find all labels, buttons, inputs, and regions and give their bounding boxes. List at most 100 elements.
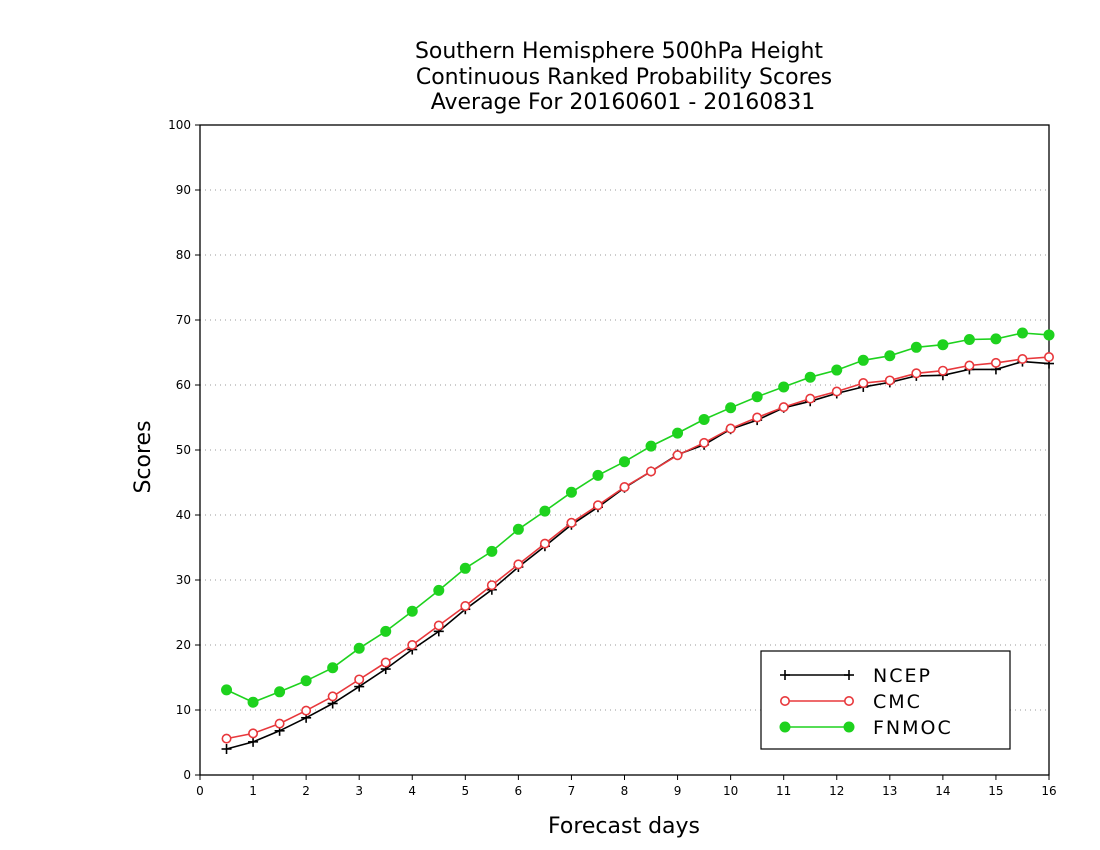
data-point-cmc — [407, 639, 418, 650]
data-point-ncep — [221, 744, 232, 754]
y-tick-label: 0 — [183, 768, 191, 782]
data-point-cmc — [486, 580, 497, 591]
data-point-cmc — [1044, 352, 1055, 363]
data-point-fnmoc — [990, 333, 1002, 345]
legend-entry-ncep: NCEP — [780, 665, 930, 687]
legend-box — [760, 650, 1011, 750]
y-tick-label: 50 — [176, 443, 191, 457]
data-point-fnmoc — [221, 684, 233, 696]
legend-label-fnmoc: FNMOC — [873, 717, 953, 739]
data-point-fnmoc — [300, 675, 312, 687]
x-tick-label: 15 — [988, 784, 1003, 798]
data-point-fnmoc — [751, 391, 763, 403]
chart-title-line-2: Continuous Ranked Probability Scores — [416, 65, 832, 90]
data-point-fnmoc — [963, 334, 975, 345]
data-point-fnmoc — [539, 505, 551, 517]
y-tick-label: 80 — [176, 248, 191, 262]
data-point-cmc — [433, 620, 444, 631]
data-point-fnmoc — [274, 686, 286, 698]
data-point-cmc — [354, 674, 365, 685]
data-point-cmc — [380, 657, 391, 668]
data-point-cmc — [592, 500, 603, 511]
data-point-fnmoc — [353, 642, 365, 654]
data-point-cmc — [221, 733, 232, 744]
x-tick-label: 6 — [515, 784, 523, 798]
y-tick-label: 20 — [176, 638, 191, 652]
x-tick-label: 4 — [408, 784, 416, 798]
x-tick-label: 12 — [829, 784, 844, 798]
legend-entry-fnmoc: FNMOC — [779, 717, 953, 739]
data-point-fnmoc — [725, 402, 737, 414]
x-tick-label: 1 — [249, 784, 257, 798]
data-point-fnmoc — [486, 545, 498, 557]
data-point-cmc — [990, 357, 1001, 368]
data-point-cmc — [301, 705, 312, 716]
y-tick-label: 60 — [176, 378, 191, 392]
legend-marker-cmc — [843, 695, 854, 706]
x-tick-label: 7 — [568, 784, 576, 798]
data-point-ncep — [248, 736, 259, 747]
data-point-fnmoc — [937, 339, 949, 351]
data-point-cmc — [831, 386, 842, 397]
data-point-cmc — [1017, 353, 1028, 364]
legend-marker-cmc — [779, 695, 790, 706]
legend-entry-cmc: CMC — [779, 691, 920, 713]
x-tick-label: 3 — [355, 784, 363, 798]
data-point-cmc — [619, 482, 630, 493]
chart-title-line-3: Average For 20160601 - 20160831 — [431, 90, 816, 115]
data-point-fnmoc — [433, 584, 445, 596]
x-tick-label: 13 — [882, 784, 897, 798]
x-tick-label: 16 — [1041, 784, 1056, 798]
data-point-fnmoc — [327, 662, 339, 674]
legend-marker-fnmoc — [843, 721, 855, 733]
x-tick-label: 0 — [196, 784, 204, 798]
data-point-fnmoc — [459, 562, 471, 574]
x-tick-label: 14 — [935, 784, 950, 798]
data-point-fnmoc — [512, 523, 524, 535]
legend-marker-fnmoc — [779, 721, 791, 733]
y-tick-label: 70 — [176, 313, 191, 327]
grid-lines — [200, 189, 1049, 711]
x-tick-label: 9 — [674, 784, 682, 798]
x-tick-label: 8 — [621, 784, 629, 798]
data-point-fnmoc — [672, 427, 684, 439]
data-point-fnmoc — [380, 625, 392, 637]
data-point-cmc — [566, 517, 577, 528]
legend-marker-ncep — [844, 670, 854, 680]
data-point-cmc — [646, 466, 657, 477]
data-point-cmc — [937, 365, 948, 376]
data-point-cmc — [805, 393, 816, 404]
data-point-fnmoc — [247, 696, 259, 708]
data-point-cmc — [884, 375, 895, 386]
data-point-cmc — [752, 412, 763, 423]
chart-title-line-1: Southern Hemisphere 500hPa Height — [415, 39, 823, 64]
legend: NCEP CMC FNMOC — [760, 650, 1011, 750]
y-tick-label: 10 — [176, 703, 191, 717]
data-point-fnmoc — [645, 440, 657, 452]
data-point-fnmoc — [619, 456, 630, 468]
series-line-fnmoc — [226, 332, 1050, 704]
legend-marker-ncep — [780, 670, 790, 680]
series-fnmoc — [221, 327, 1055, 708]
y-tick-label: 40 — [176, 508, 191, 522]
data-point-fnmoc — [884, 350, 896, 362]
data-point-cmc — [248, 728, 259, 739]
data-point-cmc — [964, 360, 975, 371]
y-tick-label: 90 — [176, 183, 191, 197]
data-point-cmc — [858, 378, 869, 389]
data-point-fnmoc — [831, 364, 843, 376]
y-tick-label: 100 — [168, 118, 191, 132]
data-point-fnmoc — [592, 469, 604, 481]
data-point-cmc — [539, 538, 550, 549]
x-axis-title: Forecast days — [548, 814, 700, 839]
data-point-cmc — [672, 450, 683, 461]
x-tick-label: 5 — [461, 784, 469, 798]
series-cmc — [221, 352, 1055, 744]
data-point-fnmoc — [778, 381, 790, 393]
data-point-cmc — [699, 437, 710, 448]
data-point-fnmoc — [698, 413, 710, 425]
data-point-cmc — [327, 691, 338, 702]
